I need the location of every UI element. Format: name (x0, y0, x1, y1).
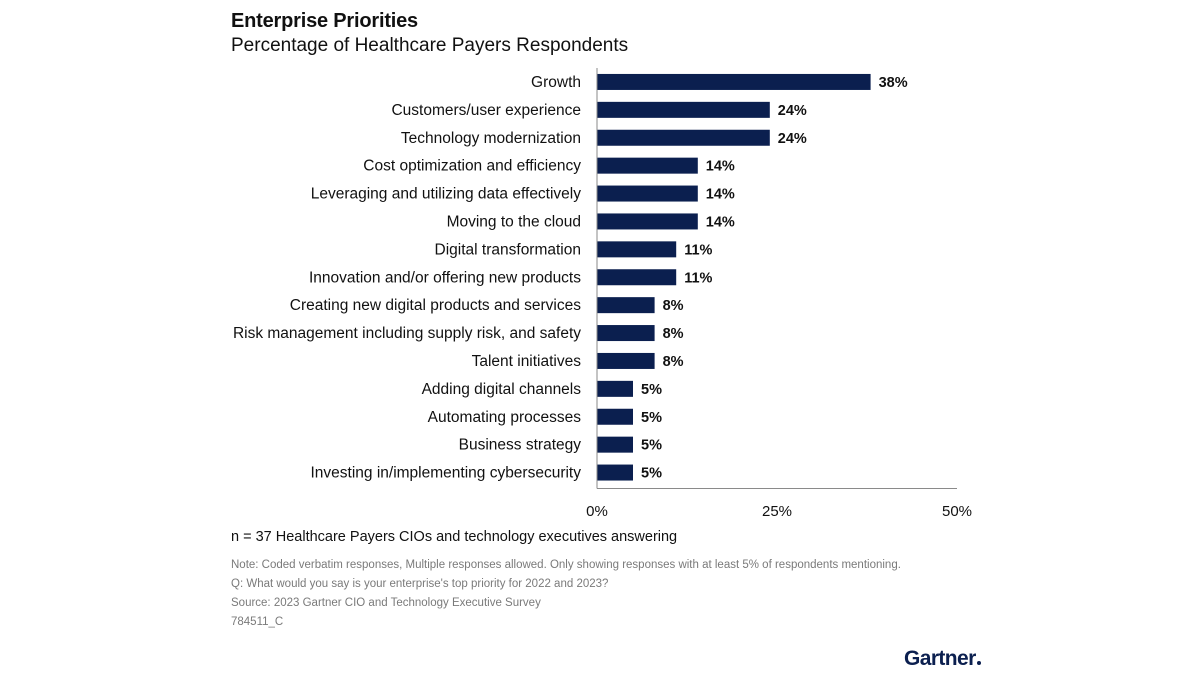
bar (597, 325, 655, 342)
bar (597, 157, 698, 174)
bar (597, 101, 770, 118)
value-label: 5% (641, 382, 662, 398)
category-label: Cost optimization and efficiency (363, 158, 581, 175)
value-label: 14% (706, 214, 735, 230)
bar (597, 185, 698, 202)
bar (597, 408, 633, 425)
x-tick-label: 25% (762, 503, 792, 520)
bar (597, 129, 770, 146)
category-label: Adding digital channels (422, 381, 582, 398)
category-label: Growth (531, 74, 581, 91)
logo-text: Gartner (904, 647, 976, 670)
source-text: Source: 2023 Gartner CIO and Technology … (231, 597, 541, 609)
value-label: 24% (778, 131, 807, 147)
value-label: 14% (706, 159, 735, 175)
category-label: Risk management including supply risk, a… (233, 325, 581, 342)
note-text: Note: Coded verbatim responses, Multiple… (231, 559, 901, 571)
x-tick-label: 0% (586, 503, 608, 520)
bar (597, 241, 677, 258)
category-label: Investing in/implementing cybersecurity (310, 465, 581, 482)
category-label: Innovation and/or offering new products (309, 269, 581, 286)
value-label: 5% (641, 438, 662, 454)
value-label: 14% (706, 187, 735, 203)
value-label: 24% (778, 103, 807, 119)
value-label: 8% (663, 298, 684, 314)
bar (597, 297, 655, 314)
category-label: Talent initiatives (472, 353, 582, 370)
bar (597, 352, 655, 369)
category-label: Leveraging and utilizing data effectivel… (311, 186, 582, 203)
category-label: Customers/user experience (391, 102, 581, 119)
value-label: 11% (684, 270, 712, 286)
x-tick-label: 50% (942, 503, 972, 520)
logo-dot (976, 661, 981, 665)
bar (597, 380, 633, 397)
bar (597, 269, 677, 286)
gartner-logo: Gartner (904, 647, 981, 671)
category-label: Creating new digital products and servic… (290, 297, 581, 314)
chart-subtitle: Percentage of Healthcare Payers Responde… (231, 35, 629, 56)
question-text: Q: What would you say is your enterprise… (231, 578, 609, 590)
chart-id-text: 784511_C (231, 616, 284, 628)
value-label: 5% (641, 466, 662, 482)
category-label: Business strategy (459, 437, 582, 454)
value-label: 11% (684, 242, 712, 258)
category-label: Automating processes (428, 409, 582, 426)
category-label: Moving to the cloud (447, 213, 581, 230)
value-label: 5% (641, 410, 662, 426)
bar (597, 213, 698, 230)
bar (597, 464, 633, 481)
value-label: 8% (663, 354, 684, 370)
value-label: 38% (879, 75, 908, 91)
category-label: Technology modernization (401, 130, 581, 147)
bar (597, 73, 871, 90)
bar (597, 436, 633, 453)
category-label: Digital transformation (435, 241, 581, 258)
chart-title: Enterprise Priorities (231, 10, 418, 32)
value-label: 8% (663, 326, 684, 342)
sample-size-text: n = 37 Healthcare Payers CIOs and techno… (231, 529, 678, 545)
